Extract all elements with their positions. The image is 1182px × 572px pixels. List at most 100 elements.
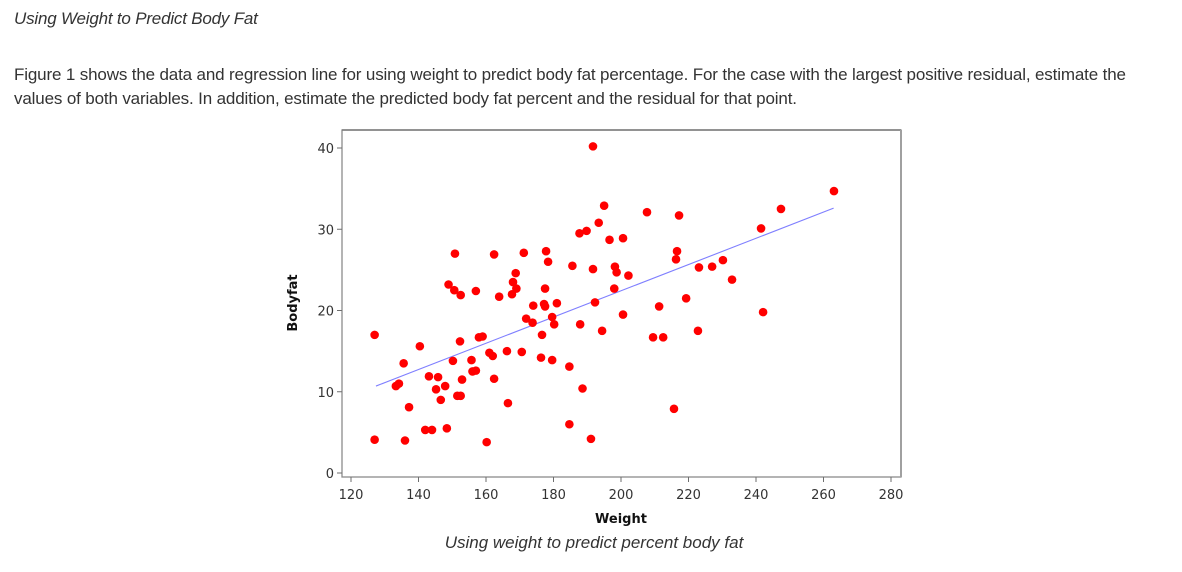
data-point <box>488 351 498 361</box>
data-point <box>427 425 437 435</box>
data-point <box>575 229 584 238</box>
x-tick-label: 160 <box>474 488 499 503</box>
data-point <box>436 395 446 405</box>
data-point <box>448 356 458 366</box>
plot-frame <box>341 129 902 478</box>
data-point <box>404 402 414 412</box>
data-point <box>415 341 425 351</box>
x-axis-title: Weight <box>595 512 647 527</box>
data-point <box>674 211 684 220</box>
regression-line <box>375 207 834 387</box>
data-point <box>707 262 717 271</box>
data-point <box>618 233 628 243</box>
data-point <box>537 330 547 340</box>
data-point <box>444 280 453 289</box>
data-point <box>671 255 681 264</box>
figure-caption: Using weight to predict percent body fat <box>0 533 1182 553</box>
data-point <box>618 310 628 319</box>
x-tick-label: 180 <box>541 488 566 503</box>
data-point <box>370 435 379 444</box>
data-point <box>489 250 499 259</box>
data-point <box>540 284 550 293</box>
data-point <box>482 437 491 447</box>
data-point <box>503 398 513 408</box>
data-point <box>565 362 574 371</box>
data-point <box>456 290 465 300</box>
data-point <box>517 347 527 357</box>
data-point <box>547 312 557 322</box>
data-point <box>536 353 546 362</box>
x-tick-label: 260 <box>811 488 836 503</box>
data-point <box>400 436 410 445</box>
data-point <box>568 261 577 271</box>
chart-marks <box>370 142 839 447</box>
data-point <box>420 425 430 435</box>
data-point <box>442 424 452 433</box>
data-point <box>528 318 537 327</box>
data-point <box>612 268 621 277</box>
figure-caption-text: Using weight to predict percent body fat <box>444 533 744 552</box>
data-point <box>578 384 587 393</box>
data-point <box>502 346 512 356</box>
data-point <box>507 289 517 299</box>
data-point <box>575 320 585 329</box>
data-point <box>541 246 551 256</box>
data-point <box>588 142 598 151</box>
data-point <box>399 359 408 368</box>
y-tick-label: 0 <box>326 467 334 482</box>
data-point <box>450 249 460 258</box>
data-point <box>467 355 476 365</box>
y-tick-label: 20 <box>317 305 334 320</box>
data-point <box>370 330 379 340</box>
data-point <box>540 302 550 311</box>
x-tick-label: 120 <box>339 488 364 503</box>
data-point <box>440 381 450 391</box>
data-point <box>758 307 768 317</box>
data-point <box>455 337 465 346</box>
data-point <box>654 302 664 311</box>
data-point <box>588 264 598 274</box>
y-tick-label: 10 <box>317 386 334 401</box>
data-point <box>829 186 839 196</box>
data-point <box>489 374 499 384</box>
x-tick-label: 220 <box>676 488 701 503</box>
data-point <box>582 226 591 236</box>
data-point <box>433 372 443 382</box>
data-point <box>672 246 682 256</box>
x-tick-label: 200 <box>609 488 634 503</box>
data-point <box>599 201 609 210</box>
data-point <box>528 301 538 310</box>
problem-text: Figure 1 shows the data and regression l… <box>14 65 1126 108</box>
data-point <box>609 284 619 293</box>
data-point <box>727 275 737 284</box>
data-point <box>552 298 562 308</box>
data-point <box>394 379 404 388</box>
page-heading: Using Weight to Predict Body Fat <box>14 9 258 28</box>
data-point <box>776 204 786 214</box>
data-point <box>694 263 704 272</box>
x-tick-label: 140 <box>406 488 431 503</box>
data-point <box>590 298 600 307</box>
data-point <box>431 385 441 394</box>
data-point <box>605 235 614 245</box>
data-point <box>549 320 559 329</box>
data-point <box>648 333 658 342</box>
data-point <box>449 285 459 295</box>
data-point <box>586 434 596 444</box>
data-point <box>594 218 604 228</box>
data-point <box>478 332 487 341</box>
data-point <box>547 355 557 365</box>
data-point <box>508 277 518 287</box>
data-point <box>456 391 465 401</box>
data-point <box>642 207 652 217</box>
x-tick-label: 280 <box>879 488 904 503</box>
data-point <box>424 372 434 381</box>
data-point <box>519 248 529 258</box>
data-point <box>521 314 531 323</box>
data-point <box>511 268 520 278</box>
data-point <box>681 294 691 303</box>
axes: 120 140 160 180 200 220 240 260 280 0 10 20 30 40 <box>317 129 904 503</box>
data-point <box>658 333 668 342</box>
